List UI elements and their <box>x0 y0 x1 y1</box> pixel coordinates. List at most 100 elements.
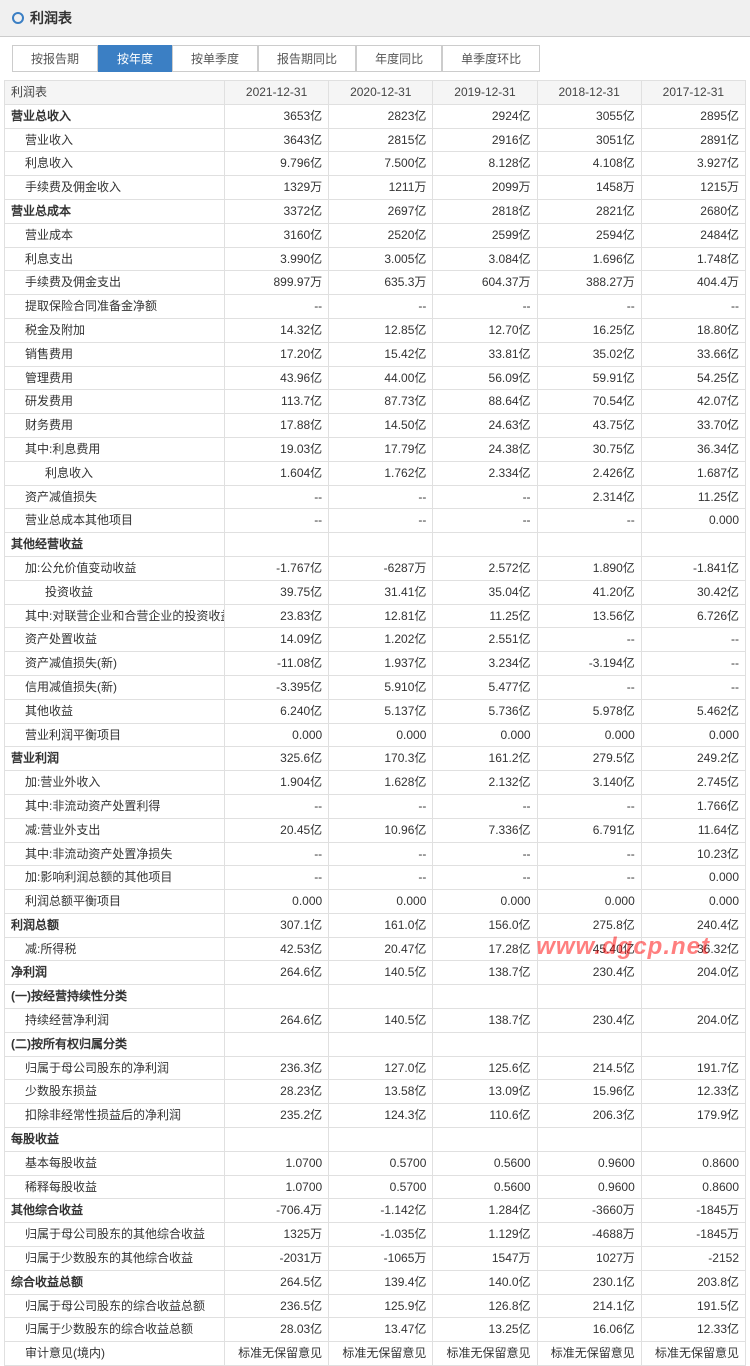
cell: 70.54亿 <box>537 390 641 414</box>
cell: 30.75亿 <box>537 437 641 461</box>
table-row: 资产减值损失(新)-11.08亿1.937亿3.234亿-3.194亿-- <box>5 652 746 676</box>
cell: 140.0亿 <box>433 1270 537 1294</box>
cell: 1.696亿 <box>537 247 641 271</box>
cell: 1215万 <box>641 176 745 200</box>
table-row: 税金及附加14.32亿12.85亿12.70亿16.25亿18.80亿 <box>5 318 746 342</box>
cell: -- <box>537 628 641 652</box>
cell: 39.75亿 <box>225 580 329 604</box>
row-label: 其中:非流动资产处置利得 <box>5 794 225 818</box>
cell: 1.129亿 <box>433 1223 537 1247</box>
cell: -11.08亿 <box>225 652 329 676</box>
row-label: 营业利润 <box>5 747 225 771</box>
cell: 59.91亿 <box>537 366 641 390</box>
col-header-label: 利润表 <box>5 81 225 105</box>
cell: 1.202亿 <box>329 628 433 652</box>
row-label: 营业总收入 <box>5 104 225 128</box>
cell: 2599亿 <box>433 223 537 247</box>
cell: 3.234亿 <box>433 652 537 676</box>
cell: -- <box>537 509 641 533</box>
row-label: 加:营业外收入 <box>5 771 225 795</box>
table-row: 营业总收入3653亿2823亿2924亿3055亿2895亿 <box>5 104 746 128</box>
panel-header: 利润表 <box>0 0 750 37</box>
cell: 36.32亿 <box>641 937 745 961</box>
cell: 140.5亿 <box>329 961 433 985</box>
cell <box>641 1032 745 1056</box>
cell: 0.5600 <box>433 1175 537 1199</box>
table-row: 营业收入3643亿2815亿2916亿3051亿2891亿 <box>5 128 746 152</box>
cell: 标准无保留意见 <box>329 1342 433 1366</box>
row-label: 加:公允价值变动收益 <box>5 556 225 580</box>
cell: 206.3亿 <box>537 1104 641 1128</box>
cell: 20.47亿 <box>329 937 433 961</box>
cell: 1.628亿 <box>329 771 433 795</box>
col-header-1: 2020-12-31 <box>329 81 433 105</box>
row-label: 财务费用 <box>5 414 225 438</box>
table-container: 利润表2021-12-312020-12-312019-12-312018-12… <box>0 80 750 1366</box>
tab-2[interactable]: 按单季度 <box>172 45 258 72</box>
cell: 230.4亿 <box>537 961 641 985</box>
cell: 2821亿 <box>537 199 641 223</box>
cell: 11.25亿 <box>433 604 537 628</box>
cell: 2484亿 <box>641 223 745 247</box>
cell: 1.284亿 <box>433 1199 537 1223</box>
cell <box>537 1128 641 1152</box>
table-row: 资产减值损失------2.314亿11.25亿 <box>5 485 746 509</box>
cell <box>225 985 329 1009</box>
cell <box>329 1032 433 1056</box>
cell: 2818亿 <box>433 199 537 223</box>
row-label: 稀释每股收益 <box>5 1175 225 1199</box>
tab-5[interactable]: 单季度环比 <box>442 45 540 72</box>
row-label: 利润总额平衡项目 <box>5 890 225 914</box>
cell: 45.40亿 <box>537 937 641 961</box>
cell: 204.0亿 <box>641 1009 745 1033</box>
cell: 204.0亿 <box>641 961 745 985</box>
row-label: 其他综合收益 <box>5 1199 225 1223</box>
table-row: 持续经营净利润264.6亿140.5亿138.7亿230.4亿204.0亿 <box>5 1009 746 1033</box>
row-label: 归属于母公司股东的其他综合收益 <box>5 1223 225 1247</box>
table-row: 其中:利息费用19.03亿17.79亿24.38亿30.75亿36.34亿 <box>5 437 746 461</box>
tab-1[interactable]: 按年度 <box>98 45 172 72</box>
row-label: 手续费及佣金支出 <box>5 271 225 295</box>
tab-4[interactable]: 年度同比 <box>356 45 442 72</box>
tab-3[interactable]: 报告期同比 <box>258 45 356 72</box>
cell: 1.748亿 <box>641 247 745 271</box>
cell: 18.80亿 <box>641 318 745 342</box>
cell: 24.63亿 <box>433 414 537 438</box>
cell: 249.2亿 <box>641 747 745 771</box>
cell: 2891亿 <box>641 128 745 152</box>
cell: 31.41亿 <box>329 580 433 604</box>
cell: 191.7亿 <box>641 1056 745 1080</box>
table-row: 其中:非流动资产处置利得--------1.766亿 <box>5 794 746 818</box>
cell: 6.726亿 <box>641 604 745 628</box>
cell: 230.1亿 <box>537 1270 641 1294</box>
cell: -- <box>433 485 537 509</box>
cell: 170.3亿 <box>329 747 433 771</box>
cell: 42.53亿 <box>225 937 329 961</box>
cell: 325.6亿 <box>225 747 329 771</box>
table-row: 少数股东损益28.23亿13.58亿13.09亿15.96亿12.33亿 <box>5 1080 746 1104</box>
cell: -- <box>225 485 329 509</box>
cell: -- <box>225 295 329 319</box>
cell: 0.9600 <box>537 1151 641 1175</box>
table-row: 利息收入9.796亿7.500亿8.128亿4.108亿3.927亿 <box>5 152 746 176</box>
cell: -- <box>225 794 329 818</box>
cell: 214.1亿 <box>537 1294 641 1318</box>
cell: -3660万 <box>537 1199 641 1223</box>
cell: 1.0700 <box>225 1175 329 1199</box>
tab-0[interactable]: 按报告期 <box>12 45 98 72</box>
cell: 2924亿 <box>433 104 537 128</box>
table-row: 管理费用43.96亿44.00亿56.09亿59.91亿54.25亿 <box>5 366 746 390</box>
cell: -1.767亿 <box>225 556 329 580</box>
row-label: 归属于少数股东的综合收益总额 <box>5 1318 225 1342</box>
row-label: 减:所得税 <box>5 937 225 961</box>
cell: 264.6亿 <box>225 961 329 985</box>
cell: 240.4亿 <box>641 913 745 937</box>
cell: -- <box>641 295 745 319</box>
cell: 279.5亿 <box>537 747 641 771</box>
cell: 236.5亿 <box>225 1294 329 1318</box>
cell: -- <box>433 295 537 319</box>
row-label: 管理费用 <box>5 366 225 390</box>
cell: 161.0亿 <box>329 913 433 937</box>
cell <box>641 985 745 1009</box>
row-label: 利息支出 <box>5 247 225 271</box>
